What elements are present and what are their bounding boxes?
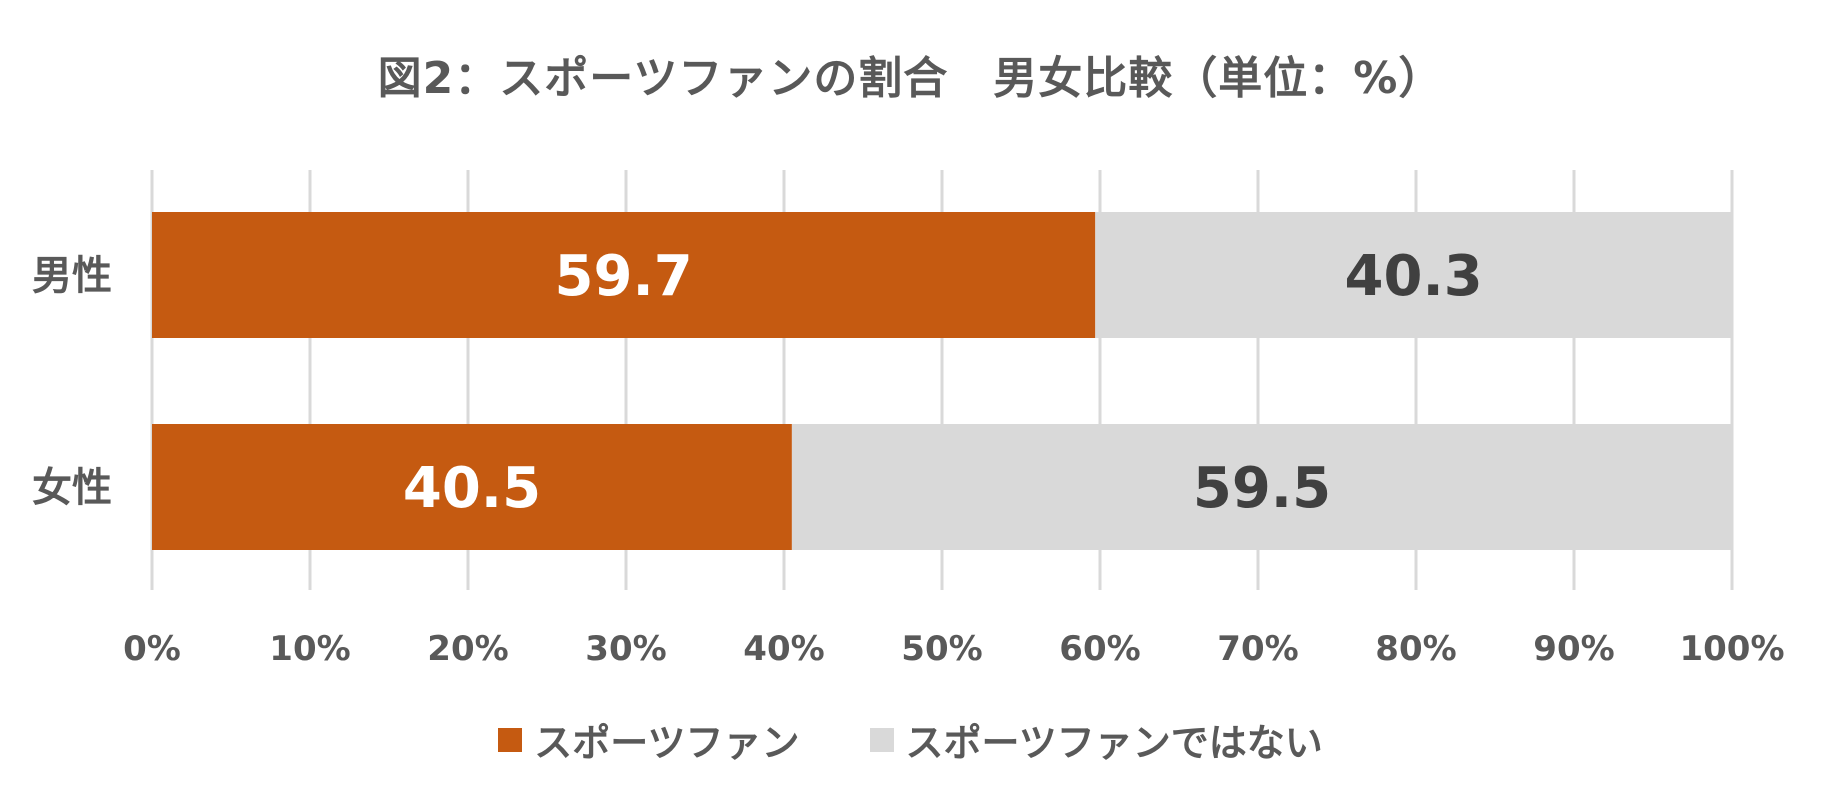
x-tick-label: 0% <box>123 629 181 669</box>
x-tick-label: 20% <box>427 629 508 669</box>
bar-segment <box>1095 212 1732 338</box>
x-tick-label: 90% <box>1533 629 1614 669</box>
category-label: 女性 <box>32 465 112 511</box>
bars <box>152 212 1732 550</box>
x-tick-labels: 0% 10% 20% 30% 40% 50% 60% 70% 80% 90% 100% <box>123 629 1784 669</box>
category-label: 男性 <box>32 253 112 299</box>
x-tick-label: 10% <box>269 629 350 669</box>
data-label: 40.3 <box>1345 244 1483 309</box>
x-tick-label: 30% <box>585 629 666 669</box>
data-label: 40.5 <box>403 456 541 521</box>
x-tick-label: 50% <box>901 629 982 669</box>
bar-segment <box>152 212 1096 338</box>
x-tick-label: 60% <box>1059 629 1140 669</box>
x-tick-label: 80% <box>1375 629 1456 669</box>
legend-item-sports-fan: スポーツファン <box>498 712 800 767</box>
legend: スポーツファン スポーツファンではない <box>0 712 1821 767</box>
legend-item-not-sports-fan: スポーツファンではない <box>869 712 1323 767</box>
data-label: 59.5 <box>1193 456 1331 521</box>
x-tick-label: 70% <box>1217 629 1298 669</box>
chart-title: 図2：スポーツファンの割合 男女比較（単位：%） <box>377 53 1444 104</box>
x-tick-label: 40% <box>743 629 824 669</box>
bar-segment <box>791 424 1732 550</box>
legend-label-not-sports-fan: スポーツファンではない <box>905 721 1323 765</box>
bar-segment <box>152 424 792 550</box>
legend-label-sports-fan: スポーツファン <box>534 721 800 765</box>
legend-swatch-sports-fan <box>498 727 523 752</box>
x-tick-label: 100% <box>1679 629 1784 669</box>
legend-swatch-not-sports-fan <box>869 727 894 752</box>
data-label: 59.7 <box>555 244 693 309</box>
data-labels: 59.7 40.3 40.5 59.5 <box>403 244 1483 521</box>
